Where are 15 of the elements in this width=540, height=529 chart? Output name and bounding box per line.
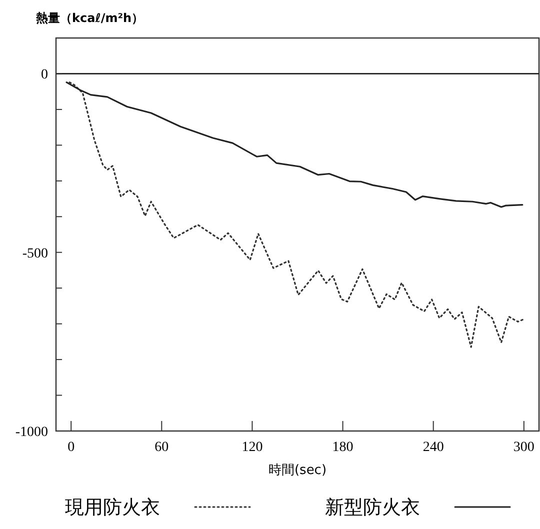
- y-tick-label: -1000: [15, 424, 48, 440]
- y-tick-label: -500: [22, 246, 48, 262]
- x-tick-label: 0: [68, 440, 75, 455]
- x-tick-label: 240: [422, 440, 444, 455]
- x-tick-label: 60: [154, 440, 169, 455]
- x-tick-label: 180: [332, 440, 354, 455]
- x-tick-label: 300: [513, 440, 534, 455]
- line-series: [68, 82, 525, 348]
- line-series: [66, 82, 524, 208]
- legend-label: 現用防火衣: [65, 496, 160, 519]
- y-axis-title: 熱量（kcaℓ/m²h）: [35, 11, 144, 25]
- x-axis-title: 時間(sec): [268, 463, 327, 478]
- y-tick-label: 0: [41, 68, 48, 83]
- x-tick-label: 120: [242, 440, 263, 455]
- legend-label: 新型防火衣: [325, 496, 420, 519]
